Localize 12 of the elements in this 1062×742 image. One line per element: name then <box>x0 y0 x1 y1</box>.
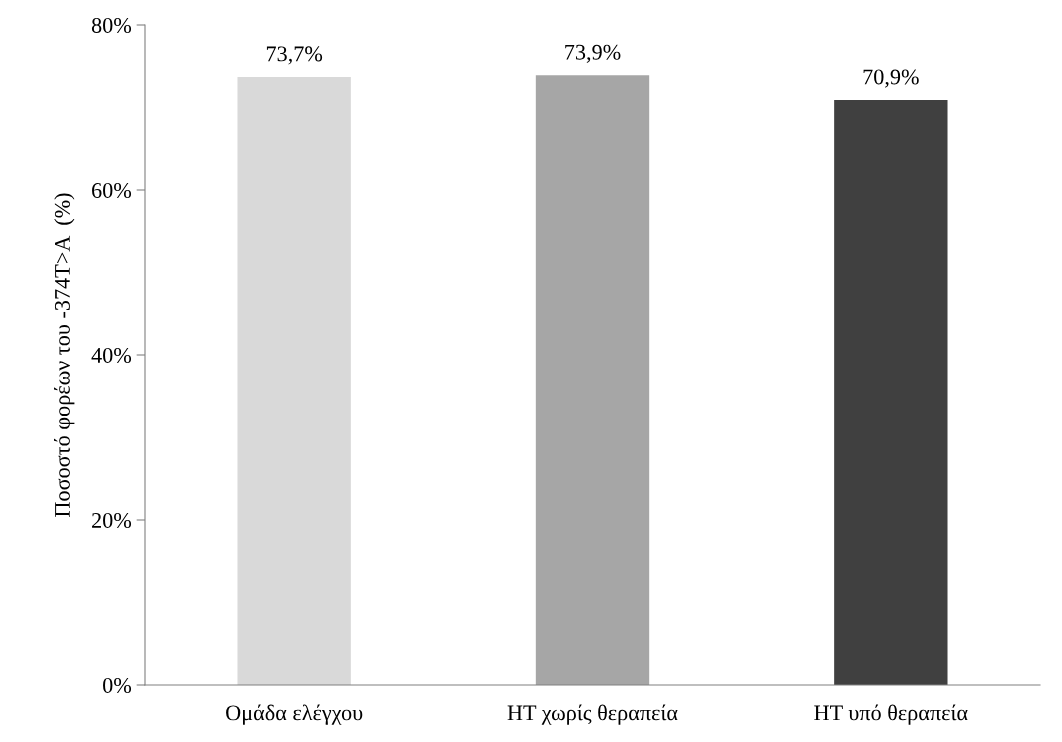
y-tick-label: 40% <box>91 347 132 363</box>
y-tick-label: 0% <box>103 677 132 693</box>
x-tick-label: Ομάδα ελέγχου <box>226 704 363 725</box>
data-label: 73,7% <box>266 46 323 65</box>
y-tick-label: 60% <box>92 182 132 198</box>
y-tick-label: 20% <box>92 512 132 528</box>
x-tick-label: HT υπό θεραπεία <box>814 704 968 725</box>
y-axis-title: Ποσοστό φορέων του -374T>A (%) <box>54 193 75 517</box>
data-label: 73,9% <box>565 44 621 63</box>
x-tick-label: HT χωρίς θεραπεία <box>507 704 678 725</box>
y-tick-label: 80% <box>91 17 132 33</box>
data-label: 70,9% <box>863 69 919 88</box>
